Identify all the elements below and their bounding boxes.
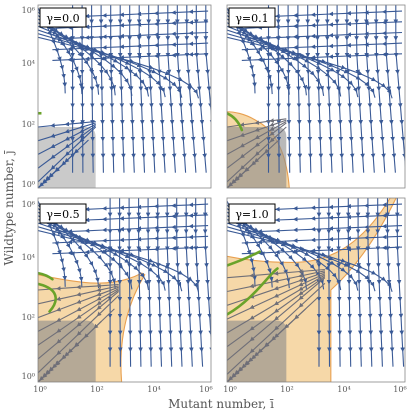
panel-2-ytick-2: 10² bbox=[22, 313, 35, 322]
green-curve bbox=[38, 271, 57, 313]
streamline bbox=[241, 223, 403, 234]
panel-2-label-box: γ=0.5 bbox=[39, 203, 87, 224]
streamline bbox=[52, 245, 209, 256]
panel-0-ytick-2: 10² bbox=[22, 120, 35, 129]
streamline bbox=[52, 41, 209, 52]
panel-0-ytick-0: 10⁶ bbox=[22, 6, 35, 15]
panel-2-curves bbox=[38, 271, 57, 313]
panel-1-curves bbox=[227, 111, 244, 132]
panel-2-xtick-1: 10² bbox=[90, 385, 103, 394]
panel-2-xtick-2: 10⁴ bbox=[147, 385, 160, 394]
x-axis-label: Mutant number, ī bbox=[168, 397, 274, 411]
panel-0: γ=0.0 10⁶ 10⁴ 10² 10⁰ bbox=[22, 4, 212, 189]
streamline bbox=[38, 286, 119, 319]
panel-3-streams bbox=[227, 198, 405, 382]
streamline bbox=[38, 285, 119, 305]
panel-0-label-box: γ=0.0 bbox=[39, 7, 87, 28]
panel-0-border bbox=[37, 4, 212, 189]
streamline bbox=[38, 123, 96, 155]
panel-2-label: γ=0.5 bbox=[46, 208, 79, 221]
panel-3-label-box: γ=1.0 bbox=[228, 203, 276, 224]
green-curve bbox=[227, 250, 279, 316]
panel-3-border bbox=[226, 197, 406, 383]
panel-2-ytick-3: 10⁰ bbox=[22, 372, 35, 381]
streamline bbox=[241, 245, 403, 256]
panel-3-xticks: 10⁰ 10² 10⁴ 10⁶ bbox=[223, 385, 406, 394]
streamline bbox=[52, 223, 209, 234]
green-curve bbox=[227, 111, 244, 132]
streamline bbox=[227, 121, 287, 155]
streamline bbox=[52, 30, 209, 41]
panel-0-streams bbox=[38, 5, 211, 188]
panel-1-label: γ=0.1 bbox=[235, 12, 268, 25]
panel-1-label-box: γ=0.1 bbox=[228, 7, 276, 28]
panel-2: γ=0.5 10⁶ 10⁴ 10² 10⁰ 10⁰ 10² 10⁴ 10⁶ bbox=[22, 197, 213, 394]
streamline bbox=[227, 119, 287, 142]
panel-3-xtick-1: 10² bbox=[280, 385, 293, 394]
panel-2-streams bbox=[38, 198, 211, 382]
streamline bbox=[38, 122, 96, 142]
panel-2-xticks: 10⁰ 10² 10⁴ 10⁶ bbox=[33, 385, 212, 394]
panel-3-xtick-2: 10⁴ bbox=[337, 385, 350, 394]
panel-3-curves bbox=[227, 250, 279, 316]
panel-2-ytick-1: 10⁴ bbox=[22, 253, 35, 262]
streamline bbox=[52, 234, 209, 245]
panel-0-label: γ=0.0 bbox=[46, 12, 79, 25]
streamline bbox=[241, 30, 403, 41]
panel-2-yticks: 10⁶ 10⁴ 10² 10⁰ bbox=[22, 200, 35, 381]
streamline bbox=[241, 41, 403, 52]
panel-0-ytick-1: 10⁴ bbox=[22, 59, 35, 68]
streamline bbox=[227, 270, 326, 293]
panel-0-ytick-3: 10⁰ bbox=[22, 180, 35, 189]
y-axis-label: Wildtype number, j̄ bbox=[2, 150, 16, 265]
panel-2-xtick-0: 10⁰ bbox=[33, 385, 46, 394]
panel-3-xtick-0: 10⁰ bbox=[223, 385, 236, 394]
streamline bbox=[227, 118, 287, 128]
streamline bbox=[227, 268, 325, 279]
panel-2-border bbox=[37, 197, 212, 383]
panel-3: γ=1.0 10⁰ 10² 10⁴ 10⁶ bbox=[223, 197, 407, 394]
streamline bbox=[38, 120, 96, 128]
streamline bbox=[52, 52, 209, 62]
panel-0-yticks: 10⁶ 10⁴ 10² 10⁰ bbox=[22, 6, 35, 189]
streamline bbox=[227, 271, 326, 306]
streamline bbox=[241, 234, 403, 245]
streamline bbox=[241, 52, 403, 62]
extinction-region bbox=[227, 320, 287, 382]
panel-1: γ=0.1 bbox=[226, 4, 406, 189]
panel-3-label: γ=1.0 bbox=[235, 208, 268, 221]
extinction-region bbox=[38, 127, 96, 188]
panel-2-xtick-3: 10⁶ bbox=[199, 385, 212, 394]
panel-2-ytick-0: 10⁶ bbox=[22, 200, 35, 209]
extinction-region bbox=[227, 127, 287, 188]
panel-1-border bbox=[226, 4, 406, 189]
panel-3-xtick-3: 10⁶ bbox=[393, 385, 406, 394]
panel-0-regions bbox=[38, 127, 96, 188]
